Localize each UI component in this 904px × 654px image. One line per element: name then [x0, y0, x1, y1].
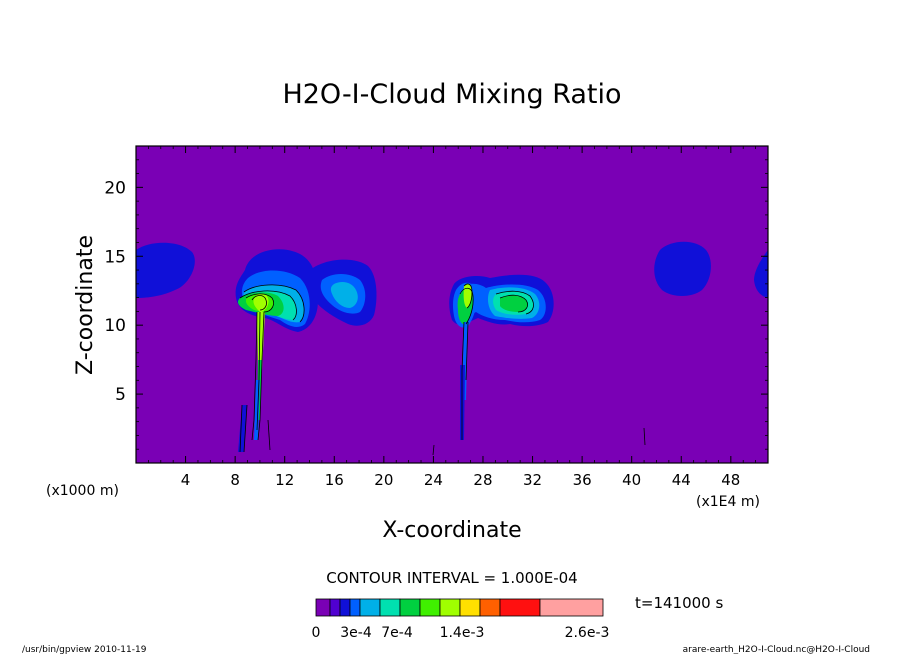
colorbar-bin-6: [399, 598, 421, 617]
colorbar-bin-7: [419, 598, 441, 617]
x-tick-label-2: 12: [275, 471, 294, 489]
colorbar-bin-12: [539, 598, 604, 617]
contour-line-main-4: [251, 295, 267, 311]
time-label: t=141000 s: [635, 594, 723, 612]
footer-left: /usr/bin/gpview 2010-11-19: [22, 645, 147, 654]
x-tick-label-1: 8: [230, 471, 240, 489]
contour-line-stray-1: [432, 444, 435, 456]
contour-line-updraft-3: [256, 311, 261, 431]
contour-region-left-edge: [136, 242, 195, 298]
contour-line-updraft-1: [251, 311, 258, 441]
contour-line-updraft-5: [243, 404, 248, 453]
y-tick-label-0: 5: [115, 385, 126, 405]
y-axis-title: Z-coordinate: [73, 235, 98, 375]
colorbar-label-4: 2.6e-3: [565, 625, 610, 641]
colorbar-bin-2: [339, 598, 351, 617]
contour-line-main-2: [239, 290, 297, 321]
y-axis-ticks: 5 10 15 20: [104, 159, 768, 450]
colorbar-bin-0: [315, 598, 331, 617]
contour-line-second-4: [465, 321, 469, 381]
contour-region-second-green: [500, 295, 528, 312]
x-tick-label-4: 20: [374, 471, 393, 489]
plot-frame: [135, 145, 769, 464]
x-axis-ticks: 4 8 12 16 20 24 28 32 36 40 44 48: [147, 146, 757, 489]
x-tick-label-5: 24: [424, 471, 443, 489]
colorbar-bin-5: [379, 598, 401, 617]
colorbar-label-2: 7e-4: [381, 625, 413, 641]
x-tick-label-8: 36: [573, 471, 592, 489]
contour-region-second-updraft-lime: [463, 284, 472, 308]
contour-line-second-1: [459, 287, 474, 325]
contour-line-second-6: [499, 294, 528, 313]
contour-line-main-3: [245, 293, 274, 313]
contour-region-right-edge: [754, 250, 768, 298]
contour-line-second-2: [463, 283, 473, 309]
y-tick-label-3: 20: [104, 178, 126, 198]
plot-area: [135, 145, 769, 464]
y-tick-label-2: 15: [104, 247, 126, 267]
contour-line-second-5: [495, 290, 534, 315]
contour-interval-label: CONTOUR INTERVAL = 1.000E-04: [326, 569, 577, 587]
colorbar-bin-10: [479, 598, 501, 617]
footer-right: arare-earth_H2O-I-Cloud.nc@H2O-I-Cloud: [683, 645, 870, 654]
colorbar-label-3: 1.4e-3: [440, 625, 485, 641]
colorbar-label-1: 3e-4: [340, 625, 372, 641]
x-axis-unit-right: (x1E4 m): [696, 494, 760, 510]
colorbar-bin-8: [439, 598, 461, 617]
colorbar-bin-9: [459, 598, 481, 617]
x-tick-label-11: 48: [721, 471, 740, 489]
colorbar-bin-11: [499, 598, 541, 617]
contour-line-updraft-4: [239, 404, 243, 453]
contour-line-updraft-6: [267, 419, 271, 451]
contour-region-second-updraft-column-low: [460, 365, 465, 440]
x-tick-label-10: 44: [672, 471, 691, 489]
contour-lines: [239, 283, 646, 456]
x-axis-title: X-coordinate: [382, 518, 521, 543]
colorbar-bin-3: [349, 598, 361, 617]
contour-line-second-3: [461, 321, 465, 440]
x-tick-label-3: 16: [325, 471, 344, 489]
x-tick-label-9: 40: [622, 471, 641, 489]
contour-line-stray-2: [643, 427, 646, 446]
colorbar: [315, 598, 604, 617]
contour-region-isolated-right: [654, 241, 711, 296]
colorbar-bin-4: [359, 598, 381, 617]
x-tick-label-7: 32: [523, 471, 542, 489]
chart-title: H2O-I-Cloud Mixing Ratio: [282, 79, 621, 110]
x-tick-label-0: 4: [181, 471, 191, 489]
colorbar-label-0: 0: [312, 625, 321, 641]
contour-region-right-of-main-cyan: [330, 282, 358, 308]
x-tick-label-6: 28: [473, 471, 492, 489]
y-tick-label-1: 10: [104, 316, 126, 336]
colorbar-tick-labels: 0 3e-4 7e-4 1.4e-3 2.6e-3: [312, 625, 610, 641]
contour-line-main-1: [243, 284, 305, 323]
colorbar-bin-1: [329, 598, 341, 617]
x-axis-unit-left: (x1000 m): [46, 483, 119, 499]
contour-line-updraft-2: [257, 311, 265, 441]
